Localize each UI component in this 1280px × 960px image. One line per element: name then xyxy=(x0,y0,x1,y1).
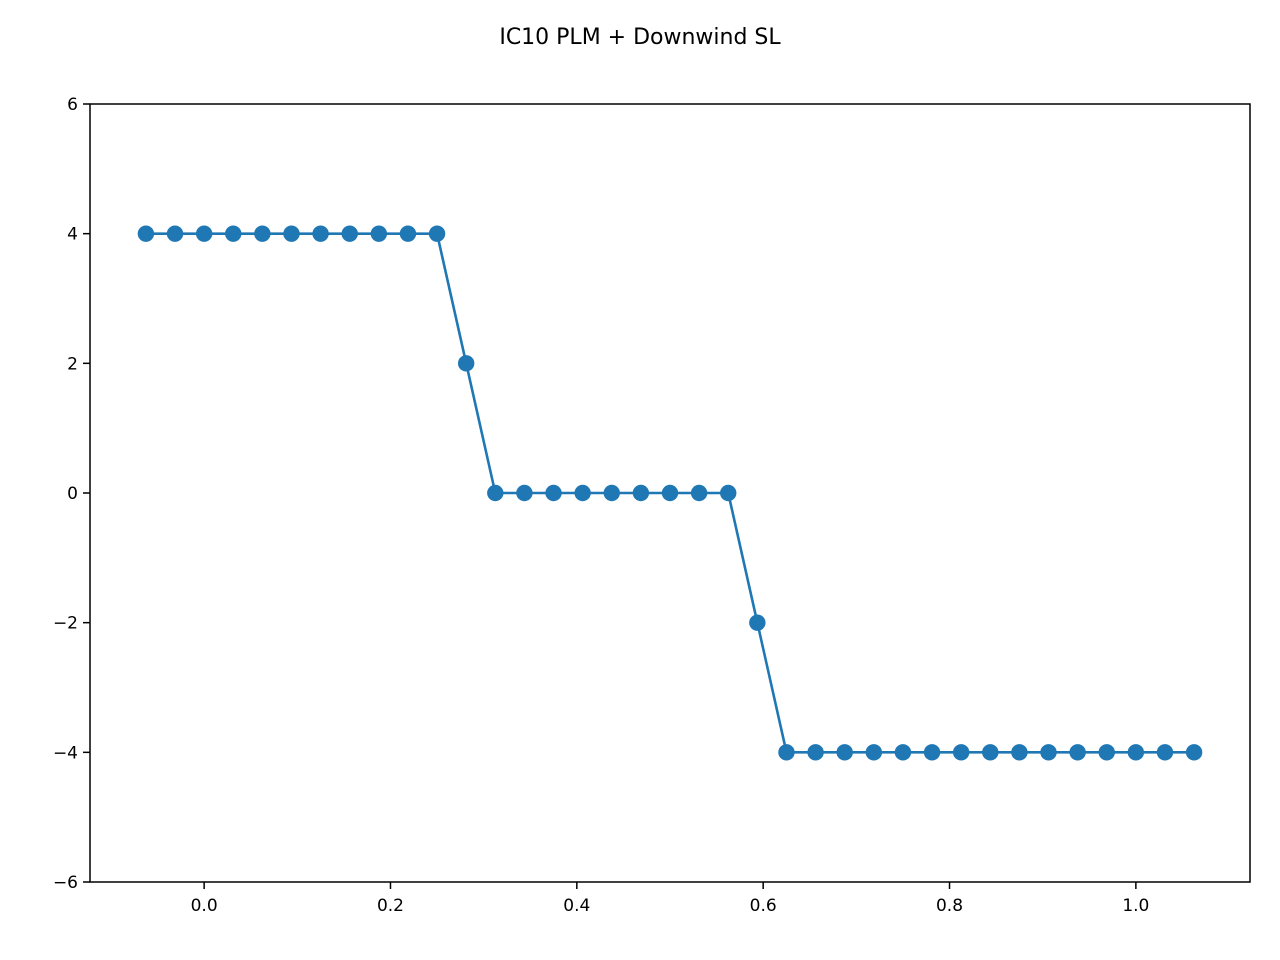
data-point xyxy=(836,744,853,761)
data-point xyxy=(1011,744,1028,761)
data-point xyxy=(603,484,620,502)
data-point xyxy=(690,484,708,502)
axis-ticks: 0.0 0.2 0.4 0.6 0.8 1.0 −6 −4 −2 0 2 4 6 xyxy=(53,95,1149,916)
y-tick-label: −4 xyxy=(53,743,78,763)
data-point xyxy=(1127,744,1145,761)
data-point xyxy=(982,744,999,761)
data-point xyxy=(516,484,533,502)
data-point xyxy=(283,225,300,242)
data-point xyxy=(254,225,271,242)
data-point xyxy=(399,225,417,242)
data-point xyxy=(428,225,446,242)
data-point xyxy=(457,355,475,372)
data-point xyxy=(778,744,795,761)
data-point xyxy=(312,225,329,242)
data-point xyxy=(1185,744,1203,761)
y-tick-label: 2 xyxy=(67,354,78,374)
data-point xyxy=(1156,744,1174,761)
data-point xyxy=(749,614,766,631)
data-point xyxy=(807,744,824,761)
y-tick-label: 6 xyxy=(67,95,78,115)
data-point xyxy=(195,225,213,242)
plot-area xyxy=(137,225,1203,761)
data-point xyxy=(341,225,358,242)
data-point xyxy=(923,744,941,761)
y-tick-label: −6 xyxy=(53,873,78,893)
data-point xyxy=(720,484,737,502)
x-tick-label: 0.0 xyxy=(191,896,218,916)
x-tick-label: 1.0 xyxy=(1122,896,1149,916)
data-point xyxy=(370,225,388,242)
data-point xyxy=(661,484,679,502)
data-point xyxy=(1069,744,1086,761)
x-tick-label: 0.2 xyxy=(377,896,404,916)
chart-title: IC10 PLM + Downwind SL xyxy=(499,25,781,50)
x-tick-label: 0.4 xyxy=(563,896,590,916)
x-tick-label: 0.6 xyxy=(750,896,777,916)
data-point xyxy=(632,484,650,502)
data-point xyxy=(894,744,912,761)
y-tick-label: 4 xyxy=(67,225,78,245)
data-point xyxy=(225,225,242,242)
data-point xyxy=(137,225,155,242)
data-point xyxy=(1098,744,1115,761)
data-point xyxy=(1040,744,1057,761)
data-point xyxy=(952,744,970,761)
data-point xyxy=(574,484,591,502)
y-tick-label: 0 xyxy=(67,484,78,504)
data-point xyxy=(166,225,184,242)
data-point xyxy=(545,484,562,502)
x-tick-label: 0.8 xyxy=(936,896,963,916)
data-point xyxy=(487,484,504,502)
y-tick-label: −2 xyxy=(53,614,78,634)
data-point xyxy=(865,744,883,761)
